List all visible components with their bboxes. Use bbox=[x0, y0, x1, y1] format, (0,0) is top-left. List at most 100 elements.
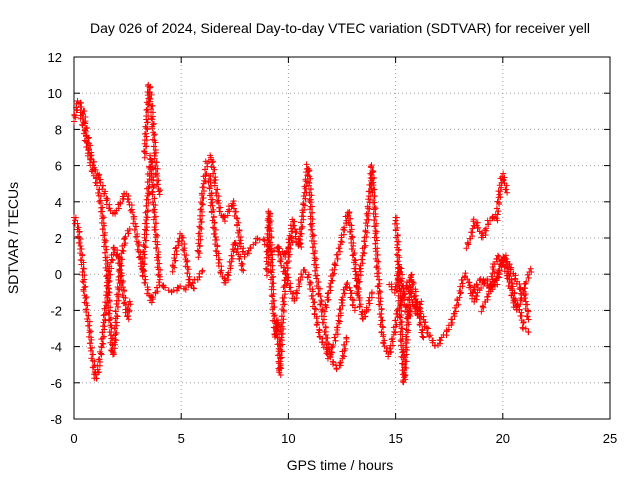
data-point bbox=[126, 225, 133, 232]
data-point bbox=[426, 333, 433, 340]
data-point bbox=[354, 290, 361, 297]
data-point bbox=[397, 314, 404, 321]
data-point bbox=[142, 123, 149, 130]
data-point bbox=[115, 297, 122, 304]
data-point bbox=[449, 316, 456, 323]
data-point bbox=[312, 261, 319, 268]
data-point bbox=[232, 242, 239, 249]
data-point bbox=[307, 226, 314, 233]
data-point bbox=[106, 307, 113, 314]
data-point bbox=[349, 252, 356, 259]
data-point bbox=[268, 269, 275, 276]
data-point bbox=[496, 191, 503, 198]
data-point bbox=[107, 322, 114, 329]
data-point bbox=[263, 265, 270, 272]
data-point bbox=[84, 152, 91, 159]
data-point bbox=[195, 248, 202, 255]
data-point bbox=[306, 167, 313, 174]
data-point bbox=[79, 109, 86, 116]
data-point bbox=[187, 281, 194, 288]
data-point bbox=[108, 335, 115, 342]
data-point bbox=[81, 127, 88, 134]
data-point bbox=[346, 215, 353, 222]
data-point bbox=[185, 276, 192, 283]
data-point bbox=[416, 315, 423, 322]
data-point bbox=[267, 217, 274, 224]
data-point bbox=[132, 220, 139, 227]
data-point bbox=[269, 256, 276, 263]
data-point bbox=[395, 297, 402, 304]
data-point bbox=[368, 180, 375, 187]
data-point bbox=[105, 317, 112, 324]
data-point bbox=[103, 267, 110, 274]
data-point bbox=[376, 288, 383, 295]
data-point bbox=[156, 191, 163, 198]
data-point bbox=[101, 333, 108, 340]
data-point bbox=[197, 206, 204, 213]
data-point bbox=[266, 211, 273, 218]
data-point bbox=[375, 258, 382, 265]
data-point bbox=[216, 256, 223, 263]
data-point bbox=[147, 98, 154, 105]
data-point bbox=[339, 302, 346, 309]
data-point bbox=[279, 306, 286, 313]
data-point bbox=[278, 313, 285, 320]
data-point bbox=[366, 300, 373, 307]
data-point bbox=[508, 292, 515, 299]
data-point bbox=[133, 223, 140, 230]
data-point bbox=[78, 104, 85, 111]
data-point bbox=[409, 299, 416, 306]
data-point bbox=[281, 264, 288, 271]
data-point bbox=[528, 269, 535, 276]
data-point bbox=[403, 358, 410, 365]
data-point bbox=[285, 274, 292, 281]
data-point bbox=[112, 331, 119, 338]
data-point bbox=[268, 249, 275, 256]
data-point bbox=[106, 316, 113, 323]
data-point bbox=[324, 294, 331, 301]
data-point bbox=[497, 188, 504, 195]
data-point bbox=[307, 221, 314, 228]
data-point bbox=[234, 245, 241, 252]
data-point bbox=[389, 335, 396, 342]
data-point bbox=[500, 177, 507, 184]
data-point bbox=[71, 111, 78, 118]
data-point bbox=[268, 241, 275, 248]
data-point bbox=[499, 257, 506, 264]
data-point bbox=[467, 284, 474, 291]
data-point bbox=[320, 319, 327, 326]
data-point bbox=[277, 258, 284, 265]
data-point bbox=[523, 278, 530, 285]
data-point bbox=[392, 227, 399, 234]
data-point bbox=[376, 311, 383, 318]
data-point bbox=[267, 225, 274, 232]
data-point bbox=[306, 197, 313, 204]
data-point bbox=[368, 171, 375, 178]
data-point bbox=[184, 270, 191, 277]
data-point bbox=[265, 221, 272, 228]
data-point bbox=[316, 333, 323, 340]
data-point bbox=[148, 170, 155, 177]
data-point bbox=[504, 189, 511, 196]
data-point bbox=[371, 193, 378, 200]
data-point bbox=[370, 199, 377, 206]
data-point bbox=[215, 197, 222, 204]
data-point bbox=[349, 234, 356, 241]
data-point bbox=[141, 154, 148, 161]
data-point bbox=[374, 258, 381, 265]
data-point bbox=[506, 279, 513, 286]
data-point bbox=[411, 292, 418, 299]
data-point bbox=[374, 251, 381, 258]
data-point bbox=[97, 197, 104, 204]
data-point bbox=[80, 265, 87, 272]
data-point bbox=[321, 328, 328, 335]
data-point bbox=[361, 244, 368, 251]
data-point bbox=[281, 288, 288, 295]
data-point bbox=[143, 130, 150, 137]
data-point bbox=[75, 239, 82, 246]
data-point bbox=[229, 255, 236, 262]
data-point bbox=[521, 295, 528, 302]
data-point bbox=[200, 195, 207, 202]
data-point bbox=[265, 215, 272, 222]
data-point bbox=[143, 214, 150, 221]
